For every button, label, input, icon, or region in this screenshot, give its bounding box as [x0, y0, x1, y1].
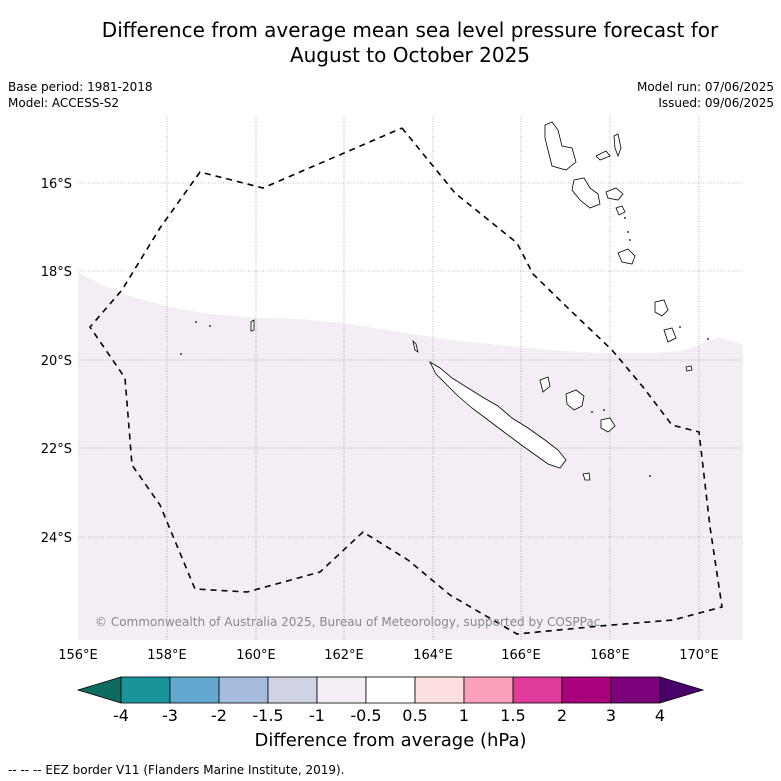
colorbar-tick-label: 1	[459, 706, 469, 725]
malekula	[571, 177, 601, 209]
colorbar-tick-label: 3	[606, 706, 616, 725]
model-run: Model run: 07/06/2025	[636, 80, 774, 94]
belep-islands	[412, 339, 419, 353]
colorbar-cell	[610, 676, 661, 704]
title-line-2: August to October 2025	[289, 43, 531, 67]
colorbar-tick-label: 1.5	[500, 706, 525, 725]
meta-right: Model run: 07/06/2025 Issued: 09/06/2025	[637, 79, 774, 111]
title-line-1: Difference from average mean sea level p…	[101, 18, 719, 42]
eez-legend: -- -- -- EEZ border V11 (Flanders Marine…	[8, 763, 345, 777]
colorbar-cell	[414, 676, 465, 704]
colorbar-tick-label: -4	[113, 706, 129, 725]
colorbar-tick-label: -1	[309, 706, 325, 725]
anomaly-shading	[78, 272, 743, 640]
colorbar-tick-label: 0.5	[402, 706, 427, 725]
landmasses	[250, 121, 693, 481]
lon-label: 170°E	[679, 648, 719, 663]
aneityum	[685, 365, 693, 372]
lon-label: 160°E	[236, 648, 276, 663]
colorbar-cell	[218, 676, 269, 704]
longitude-labels: 156°E 158°E 160°E 162°E 164°E 166°E 168°…	[58, 648, 719, 663]
epi	[615, 205, 626, 216]
gridlines	[78, 116, 743, 640]
issued-date: Issued: 09/06/2025	[658, 96, 774, 110]
colorbar-tick-label: 4	[655, 706, 665, 725]
ambae	[595, 150, 611, 161]
colorbar-cell	[561, 676, 612, 704]
colorbar-high-extension	[659, 676, 705, 704]
lon-label: 162°E	[324, 648, 364, 663]
lon-label: 156°E	[58, 648, 98, 663]
isle-of-pines	[582, 472, 591, 481]
colorbar: -4 -3 -2 -1.5 -1 -0.5 0.5 1 1.5 2 3 4	[76, 676, 705, 725]
colorbar-cell	[463, 676, 514, 704]
base-period: Base period: 1981-2018	[8, 80, 153, 94]
colorbar-tick-label: -3	[162, 706, 178, 725]
eez-border	[88, 127, 723, 635]
efate	[617, 248, 636, 265]
lon-label: 164°E	[413, 648, 453, 663]
espiritu-santo	[544, 121, 577, 171]
colorbar-cell	[316, 676, 367, 704]
latitude-labels: 16°S 18°S 20°S 22°S 24°S	[41, 177, 72, 546]
lon-label: 166°E	[501, 648, 541, 663]
pentecost	[613, 133, 622, 158]
lon-label: 168°E	[590, 648, 630, 663]
model-name: Model: ACCESS-S2	[8, 96, 120, 110]
ambrym	[605, 187, 624, 201]
lat-label: 24°S	[41, 531, 72, 546]
tanna	[654, 299, 669, 317]
chesterfield-islet	[250, 319, 255, 332]
colorbar-cell	[169, 676, 220, 704]
meta-left: Base period: 1981-2018 Model: ACCESS-S2	[8, 79, 153, 111]
colorbar-tick-label: 2	[557, 706, 567, 725]
loyalty-lifou	[565, 389, 585, 411]
erromango	[663, 327, 677, 343]
lat-label: 20°S	[41, 354, 72, 369]
small-islets	[180, 217, 709, 477]
lat-label: 22°S	[41, 442, 72, 457]
map-title: Difference from average mean sea level p…	[0, 18, 781, 68]
loyalty-mare	[600, 417, 616, 433]
lat-label: 18°S	[41, 265, 72, 280]
copyright-text: © Commonwealth of Australia 2025, Bureau…	[95, 615, 600, 629]
colorbar-cell	[365, 676, 416, 704]
colorbar-cell	[120, 676, 171, 704]
colorbar-cell	[512, 676, 563, 704]
lon-label: 158°E	[147, 648, 187, 663]
colorbar-tick-label: -2	[211, 706, 227, 725]
colorbar-low-extension	[76, 676, 122, 704]
loyalty-ouvea	[539, 376, 551, 393]
colorbar-title: Difference from average (hPa)	[254, 730, 527, 751]
new-caledonia	[429, 360, 567, 469]
colorbar-tick-label: -1.5	[252, 706, 283, 725]
colorbar-tick-label: -0.5	[350, 706, 381, 725]
lat-label: 16°S	[41, 177, 72, 192]
colorbar-cell	[267, 676, 318, 704]
